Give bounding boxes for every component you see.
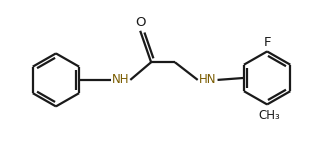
Text: CH₃: CH₃ [258, 109, 280, 122]
Text: HN: HN [199, 73, 216, 86]
Text: NH: NH [112, 73, 129, 86]
Text: O: O [135, 16, 146, 30]
Text: F: F [263, 36, 271, 49]
